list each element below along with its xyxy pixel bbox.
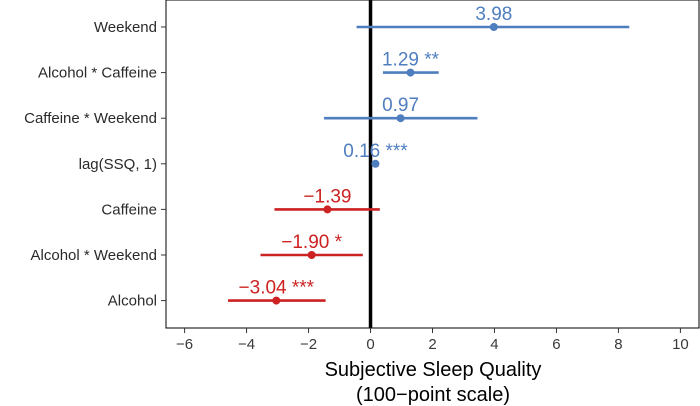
estimate-point [396,114,405,123]
x-tick-label: 10 [672,336,689,353]
estimate-label: 3.98 [475,4,512,25]
x-axis-title-line2: (100−point scale) [356,384,510,406]
estimate-label: 0.97 [382,95,419,116]
x-tick-label: −2 [300,336,317,353]
estimate-point [307,251,316,259]
y-axis: Weekend Alcohol * Caffeine Caffeine * Week… [24,19,166,310]
estimate-point [489,23,498,31]
marks-layer: 3.98 1.29 ** 0.97 0.16 *** −1.39 −1.90 * −3.04… [227,0,630,328]
y-tick-label: Weekend [94,19,157,36]
x-tick-label: 2 [428,336,436,353]
x-tick-label: −4 [238,336,255,353]
x-axis-title-line1: Subjective Sleep Quality [325,359,542,381]
y-tick-label: Caffeine [101,201,157,218]
y-tick-label: Caffeine * Weekend [24,110,157,127]
y-tick-label: Alcohol * Weekend [31,247,157,264]
estimate-label: 0.16 *** [343,141,408,162]
estimate-point [406,68,415,77]
x-tick-label: 4 [490,336,498,353]
estimate-label: −3.04 *** [239,278,315,299]
x-tick-label: 6 [552,336,560,353]
x-tick-label: −6 [176,336,193,353]
estimate-label: 1.29 ** [382,50,440,71]
y-tick-label: lag(SSQ, 1) [79,156,157,173]
x-tick-label: 0 [366,336,374,353]
x-axis: −6 −4 −2 0 2 4 6 8 10 [176,328,689,353]
estimate-point [371,159,380,168]
x-tick-label: 8 [614,336,622,353]
estimate-point [323,205,332,214]
y-tick-label: Alcohol * Caffeine [38,65,157,82]
estimate-point [272,296,281,305]
estimate-label: −1.90 * [281,232,342,253]
estimate-label: −1.39 [303,186,351,207]
y-tick-label: Alcohol [108,293,157,310]
